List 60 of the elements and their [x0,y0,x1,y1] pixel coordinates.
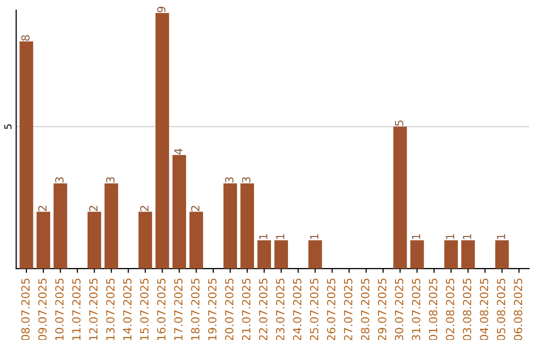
data-label: 3 [225,177,234,183]
data-label: 4 [174,148,182,154]
x-tick-label: 31.07.2025 [412,278,420,340]
bar [20,41,34,269]
bar [410,240,424,269]
x-tick-label: 22.07.2025 [259,278,268,340]
bar [172,155,186,269]
data-label: 9 [157,6,166,12]
x-tick-label: 26.07.2025 [326,278,336,340]
bar [495,240,509,269]
x-tick-label: 30.07.2025 [394,278,404,340]
x-tick-label: 23.07.2025 [276,278,284,340]
x-tick-label: 16.07.2025 [157,278,166,340]
bar [444,240,458,269]
x-tick-label: 28.07.2025 [360,278,370,340]
bar [138,212,152,269]
x-tick-label: 18.07.2025 [191,278,200,340]
bar [308,240,322,269]
bar [54,183,68,269]
data-label: 2 [38,206,46,211]
data-label: 1 [463,234,472,239]
bar [155,13,170,269]
data-label: 2 [140,206,148,211]
x-tick-label: 24.07.2025 [293,278,302,340]
x-tick-label: 29.07.2025 [378,278,386,340]
bar [393,126,407,269]
data-label: 1 [496,234,506,239]
bar [104,183,118,269]
data-label: 2 [89,206,98,211]
bar [240,183,254,269]
x-tick-label: 11.07.2025 [72,278,81,340]
x-tick-label: 10.07.2025 [55,278,64,340]
data-label: 3 [106,177,115,183]
x-tick-label: 19.07.2025 [208,278,216,340]
bar [88,212,102,269]
data-label: 3 [242,177,250,183]
bar [461,240,475,269]
x-tick-label: 14.07.2025 [123,278,132,340]
x-tick-label: 20.07.2025 [225,278,234,340]
data-label: 1 [259,234,268,239]
data-label: 2 [191,206,200,211]
bar [274,240,288,269]
x-tick-label: 13.07.2025 [106,278,115,340]
x-tick-label: 15.07.2025 [140,278,149,340]
x-tick-label: 27.07.2025 [344,278,352,340]
data-label: 8 [21,35,30,41]
data-label: 1 [276,234,284,239]
data-label: 1 [412,234,420,239]
x-tick-label: 25.07.2025 [310,278,318,340]
data-label: 5 [395,120,404,126]
x-tick-label: 21.07.2025 [242,278,250,340]
x-tick-label: 17.07.2025 [174,278,182,340]
bar [189,212,204,269]
bar [223,183,238,269]
bar [257,240,271,269]
data-label: 1 [446,234,454,239]
data-label: 1 [310,234,318,239]
data-label: 3 [55,177,64,183]
x-tick-label: 12.07.2025 [89,278,98,340]
bar [36,212,50,269]
